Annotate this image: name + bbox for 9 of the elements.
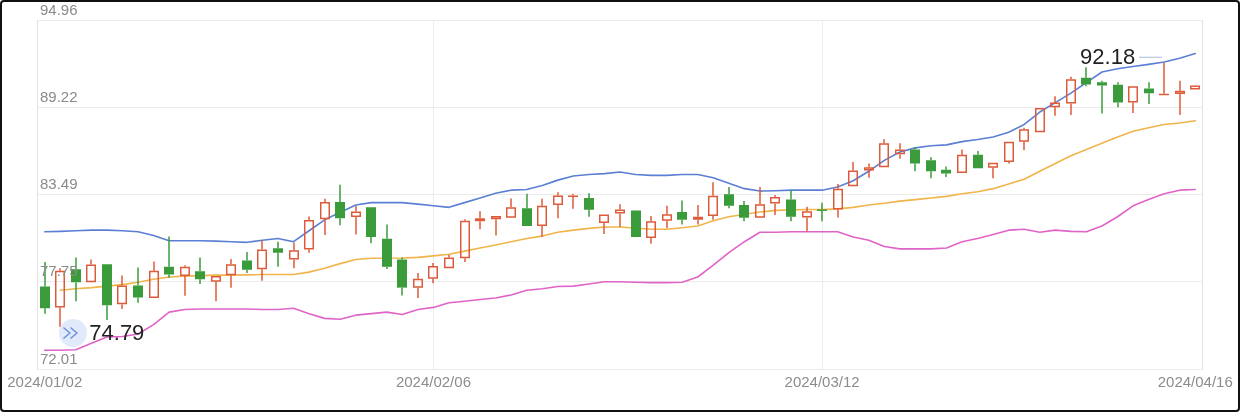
y-tick-label: 83.49	[39, 175, 78, 193]
x-tick-label: 2024/01/02	[7, 373, 83, 391]
y-tick-label: 94.96	[39, 0, 78, 18]
x-tick-label: 2024/03/12	[784, 373, 860, 391]
x-tick-label: 2024/04/16	[1157, 373, 1233, 391]
x-tick-label: 2024/02/06	[395, 373, 471, 391]
y-tick-label: 72.01	[39, 349, 78, 367]
annotation: 92.18	[1080, 44, 1136, 70]
y-tick-label: 89.22	[39, 87, 78, 105]
